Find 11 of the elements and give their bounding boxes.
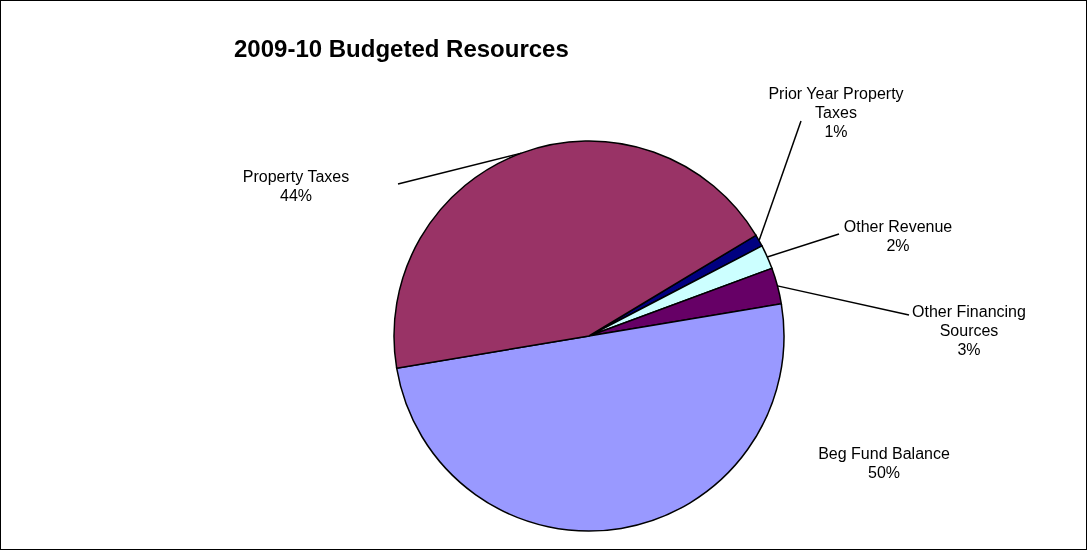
slice-label: Prior Year Property Taxes (768, 85, 904, 121)
data-label: 3% (957, 341, 981, 358)
data-label: 2% (886, 237, 910, 254)
data-label: 44% (279, 187, 313, 204)
data-label: 50% (867, 464, 901, 481)
slice-label: Other Revenue (843, 218, 953, 235)
slice-label: Other Financing Sources (912, 303, 1026, 339)
data-label: 1% (824, 123, 848, 140)
chart-title: 2009-10 Budgeted Resources (234, 35, 569, 63)
slice-label: Property Taxes (242, 168, 350, 185)
slice-label: Beg Fund Balance (818, 445, 950, 462)
